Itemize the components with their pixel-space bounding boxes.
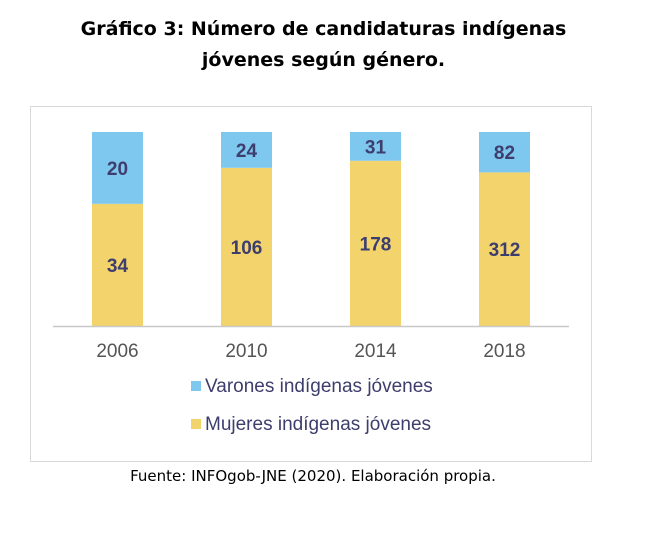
stacked-bar-chart: 34 20 2006 106 24 2010 178 31 2014 312 82 2018 Varon… — [53, 132, 569, 435]
bar-segment-2006-mujeres — [92, 203, 143, 326]
data-label-2014-mujeres: 178 — [360, 234, 392, 255]
data-label-2006-mujeres: 34 — [107, 256, 129, 277]
chart-title-line-2: jóvenes según género. — [201, 49, 446, 71]
data-label-2006-varones: 20 — [107, 159, 128, 180]
bar-segment-2010-varones — [221, 132, 272, 168]
chart-title: Gráfico 3: Número de candidaturas indíge… — [0, 14, 647, 76]
bar-segment-2018-mujeres — [479, 172, 530, 326]
bar-segment-2006-varones — [92, 132, 143, 204]
bar-segment-2014-varones — [350, 132, 401, 161]
data-label-2010-mujeres: 106 — [231, 238, 263, 259]
chart-source: Fuente: INFOgob-JNE (2020). Elaboración … — [130, 467, 496, 485]
bar-segment-2010-mujeres — [221, 167, 272, 326]
data-label-2014-varones: 31 — [365, 137, 387, 158]
legend-label-varones: Varones indígenas jóvenes — [205, 376, 433, 397]
x-tick-label-2010: 2010 — [225, 341, 267, 362]
x-tick-label-2018: 2018 — [483, 341, 525, 362]
legend-label-mujeres: Mujeres indígenas jóvenes — [205, 414, 431, 435]
chart-frame: 34 20 2006 106 24 2010 178 31 2014 312 82 2018 Varon… — [30, 106, 592, 462]
data-label-2010-varones: 24 — [236, 141, 258, 162]
x-tick-label-2006: 2006 — [96, 341, 138, 362]
data-label-2018-varones: 82 — [494, 143, 515, 164]
legend-swatch-varones — [191, 381, 201, 391]
bar-segment-2014-mujeres — [350, 160, 401, 326]
data-label-2018-mujeres: 312 — [489, 240, 521, 261]
legend-swatch-mujeres — [191, 419, 201, 429]
bar-segment-2018-varones — [479, 132, 530, 173]
x-tick-label-2014: 2014 — [354, 341, 397, 362]
chart-title-line-1: Gráfico 3: Número de candidaturas indíge… — [80, 18, 567, 40]
